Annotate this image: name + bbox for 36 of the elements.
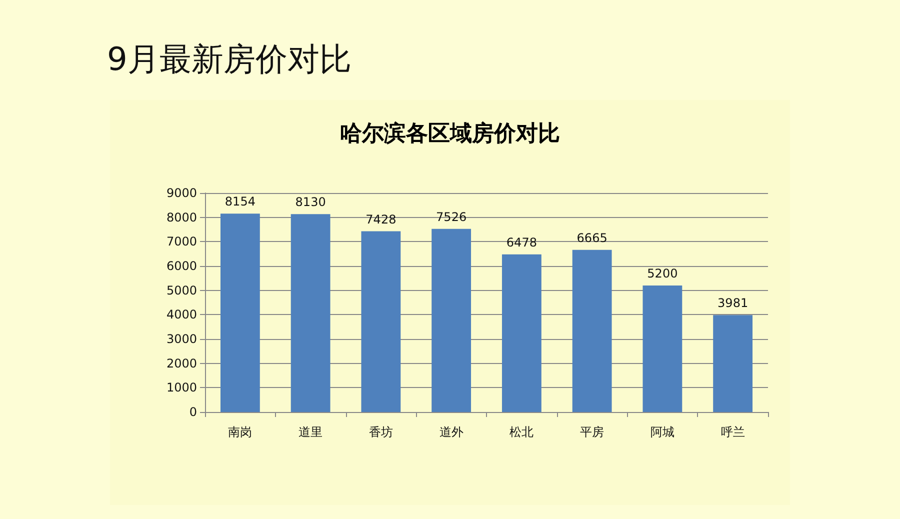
data-label: 6665 [576, 230, 608, 245]
data-label: 7428 [366, 212, 396, 226]
y-tick-label: 6000 [166, 259, 197, 273]
y-tick-label: 7000 [166, 234, 197, 249]
data-label: 8130 [295, 195, 326, 210]
chart-title: 9月最新房价对比 [107, 39, 352, 80]
x-tick-label: 松北 [510, 425, 534, 439]
y-tick-label: 8000 [166, 210, 197, 224]
bar [713, 315, 753, 412]
y-tick-label: 3000 [166, 332, 197, 346]
y-tick-label: 0 [189, 405, 197, 419]
y-tick-label: 9000 [166, 186, 197, 200]
bar [572, 250, 612, 412]
x-tick-label: 呼兰 [720, 425, 745, 439]
data-label: 6478 [506, 235, 537, 250]
x-tick-label: 南岗 [228, 425, 252, 439]
y-tick-label: 2000 [166, 356, 197, 370]
bar [290, 214, 330, 412]
bar [361, 231, 401, 412]
x-tick-label: 道里 [298, 425, 323, 439]
data-label: 7526 [436, 210, 467, 224]
bar [220, 214, 260, 412]
x-tick-label: 香坊 [368, 425, 393, 439]
bar [432, 228, 472, 412]
chart-subtitle: 哈尔滨各区域房价对比 [340, 120, 560, 146]
data-label: 8154 [224, 194, 256, 209]
y-tick-label: 5000 [166, 283, 197, 298]
data-label: 3981 [718, 296, 748, 310]
bar [502, 254, 542, 412]
x-tick-label: 阿城 [650, 425, 674, 439]
x-tick-label: 平房 [580, 425, 604, 439]
x-tick-label: 道外 [439, 425, 464, 439]
y-tick-label: 1000 [166, 380, 197, 395]
y-tick-label: 4000 [166, 308, 197, 322]
bar [642, 285, 682, 412]
data-label: 5200 [647, 266, 678, 280]
